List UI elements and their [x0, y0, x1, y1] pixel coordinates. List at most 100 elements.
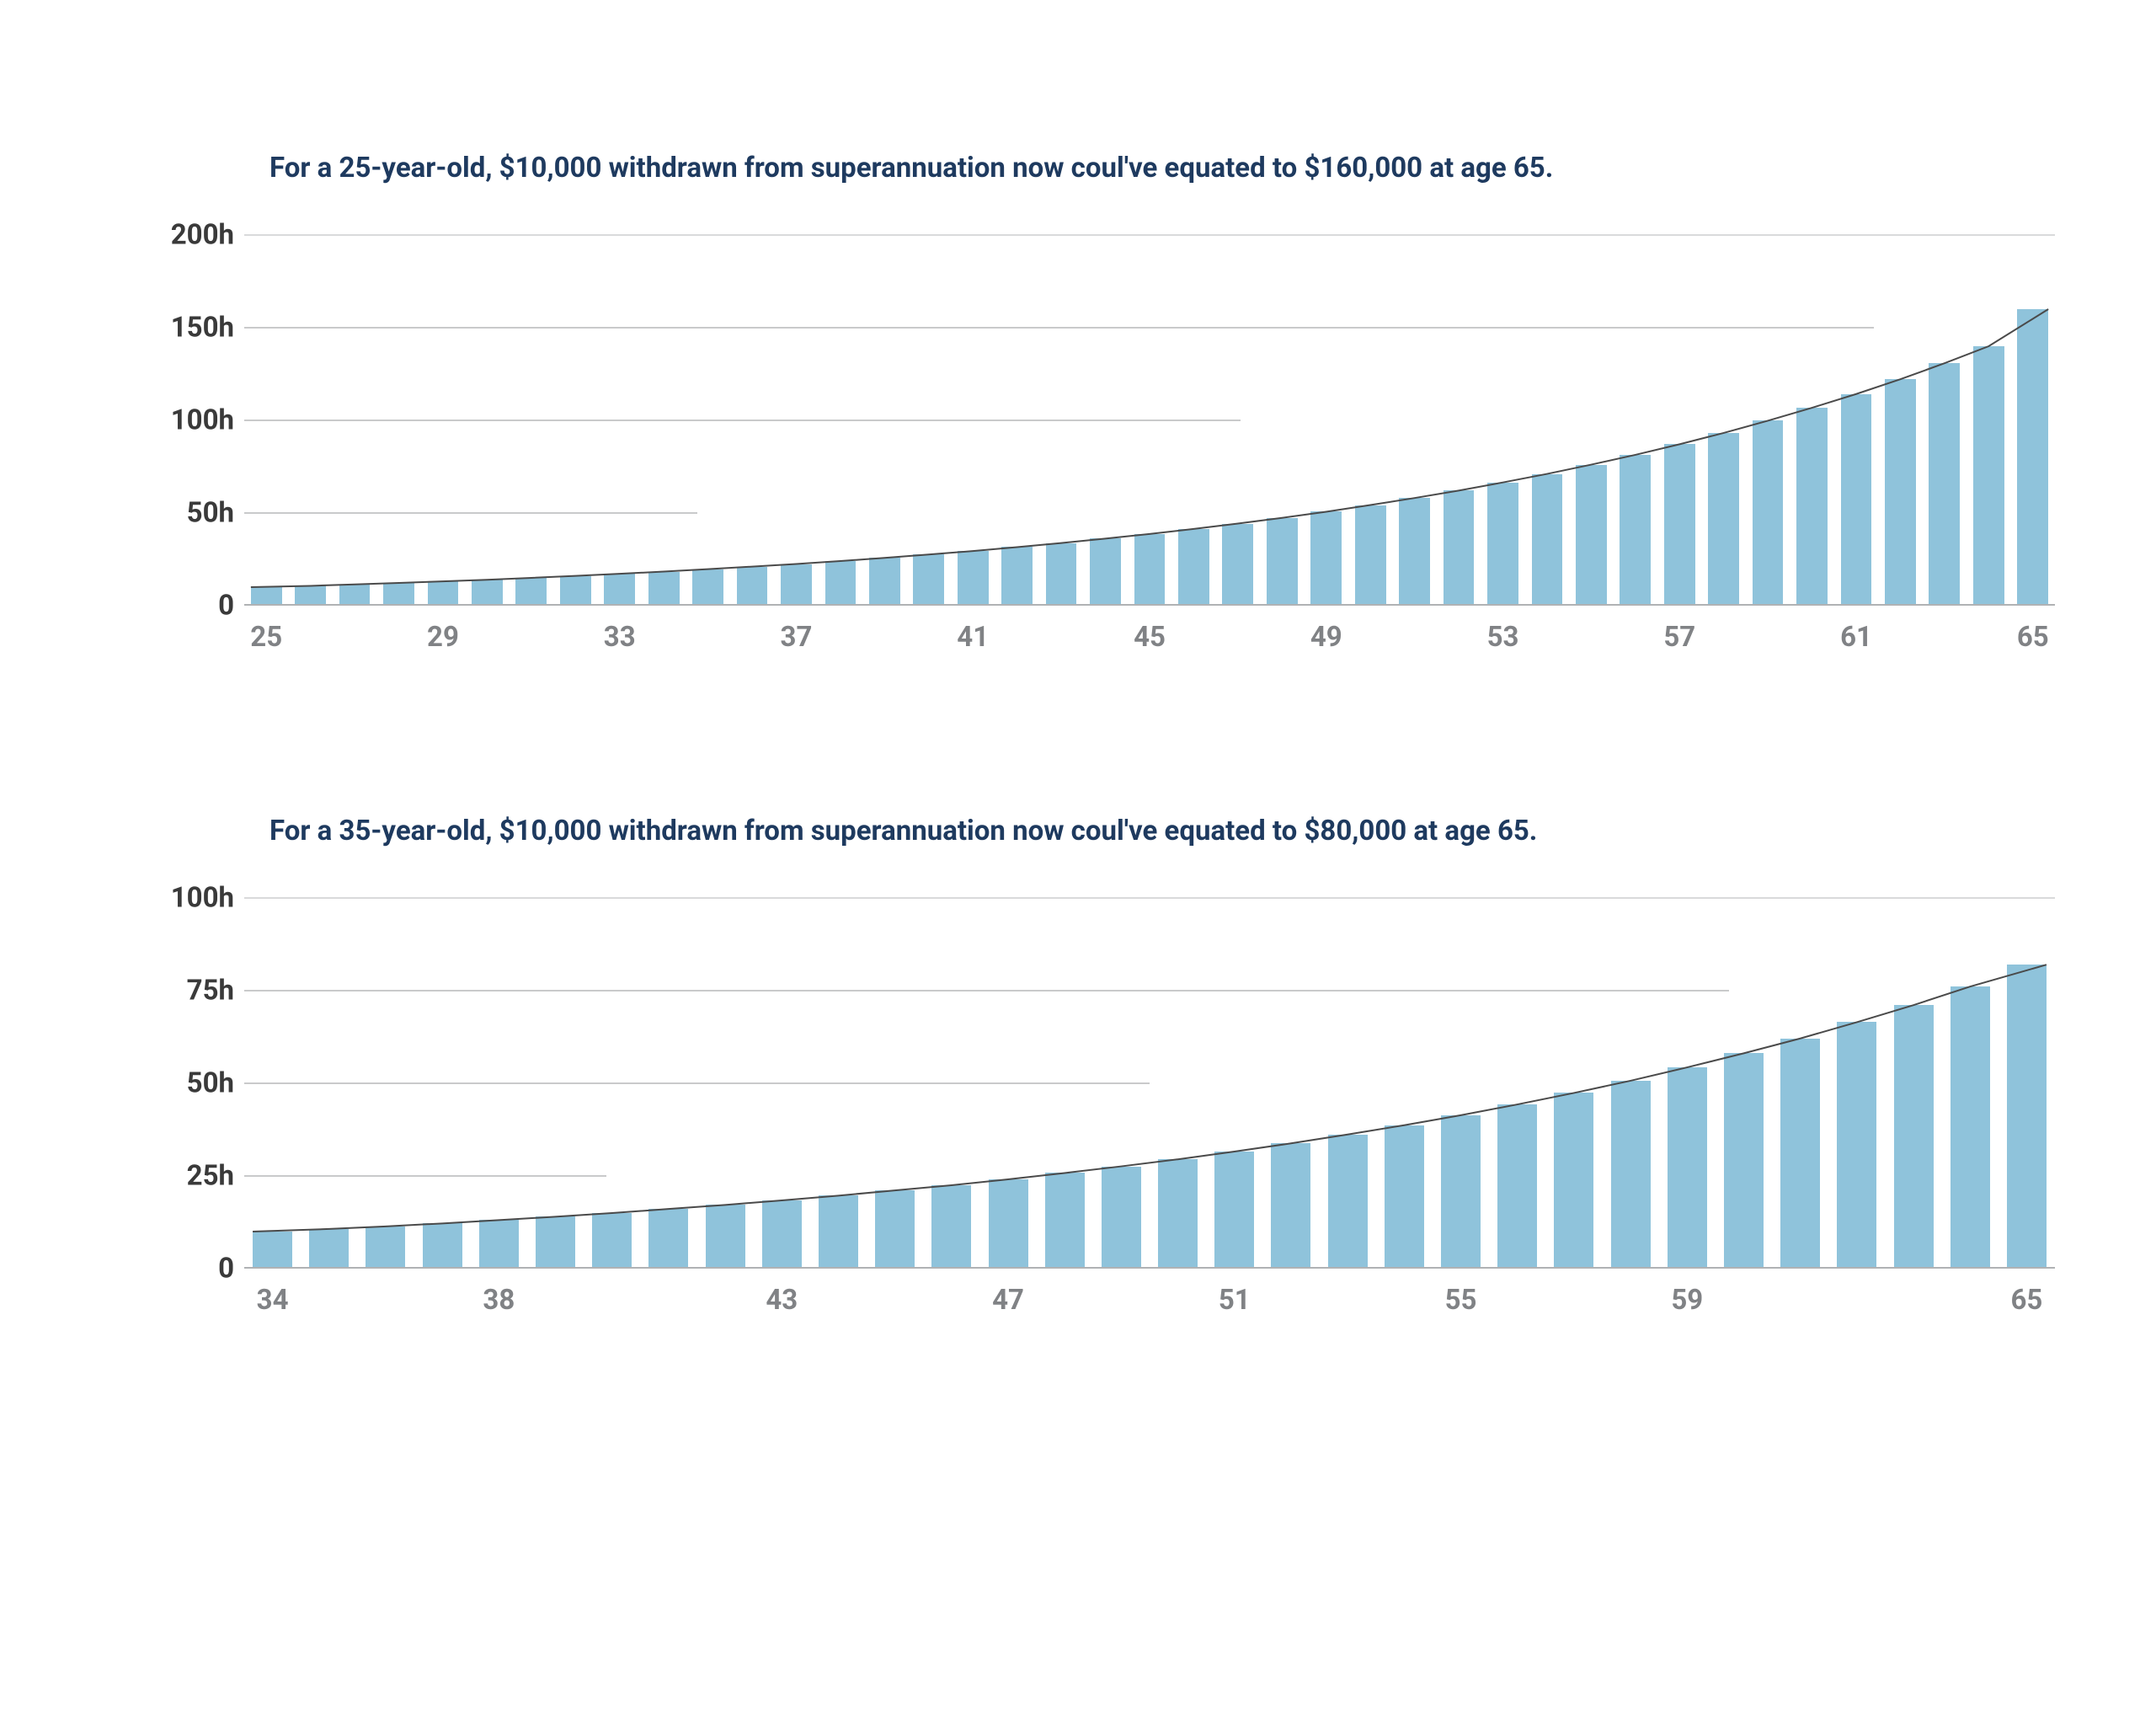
bar — [706, 1205, 745, 1269]
bar — [1328, 1135, 1368, 1269]
bar — [1102, 1167, 1141, 1269]
x-tick-label: 33 — [604, 621, 636, 654]
bar — [1355, 505, 1386, 606]
x-tick-label: 34 — [257, 1284, 289, 1317]
bar — [958, 551, 989, 606]
bar-slot — [1305, 235, 1348, 606]
y-tick-label: 25h — [187, 1160, 234, 1193]
bar — [536, 1216, 575, 1269]
x-tick-label: 53 — [1487, 621, 1519, 654]
bar — [781, 564, 812, 607]
x-tick-label: 65 — [2017, 621, 2049, 654]
y-tick-label: 50h — [187, 497, 234, 530]
bar — [692, 569, 723, 606]
bar-slot — [510, 235, 553, 606]
chart-title: For a 35-year-old, $10,000 withdrawn fro… — [270, 815, 2055, 847]
bar-slot — [1206, 898, 1262, 1269]
x-axis: 2529333741454953576165 — [101, 621, 2055, 663]
bar-slot — [951, 235, 995, 606]
bar-slot — [598, 235, 642, 606]
bar — [1399, 498, 1430, 606]
bar-slot — [819, 235, 862, 606]
bar — [1780, 1039, 1820, 1269]
bar-slot — [1437, 235, 1481, 606]
bar — [1214, 1152, 1254, 1269]
x-tick-label: 38 — [483, 1284, 515, 1317]
bar-slot — [465, 235, 509, 606]
bar — [1753, 420, 1784, 606]
x-tick-label: 65 — [2010, 1284, 2042, 1317]
bar-slot — [1885, 898, 1941, 1269]
bar-slot — [1216, 235, 1260, 606]
bar — [1090, 538, 1121, 606]
bar-slot — [421, 235, 465, 606]
bar — [479, 1220, 519, 1269]
bar-slot — [1171, 235, 1215, 606]
bar-slot — [1657, 235, 1701, 606]
bar — [1708, 433, 1739, 606]
bar-slot — [686, 235, 729, 606]
bar-slot — [1093, 898, 1150, 1269]
bar — [309, 1229, 349, 1269]
bar-slot — [907, 235, 951, 606]
x-tick-label: 49 — [1310, 621, 1342, 654]
bar-slot — [1569, 235, 1613, 606]
bar-slot — [1942, 898, 1999, 1269]
y-tick-label: 150h — [171, 312, 234, 345]
bar — [423, 1223, 462, 1269]
bar — [1385, 1125, 1424, 1269]
bar — [1497, 1104, 1537, 1269]
bar-slot — [1701, 235, 1745, 606]
bar-slot — [1525, 235, 1569, 606]
bar-slot — [1083, 235, 1127, 606]
bar-slot — [1392, 235, 1436, 606]
bar-slot — [288, 235, 332, 606]
bar-slot — [774, 235, 818, 606]
bar — [472, 580, 503, 606]
y-tick-label: 100h — [171, 404, 234, 437]
bar — [1310, 511, 1342, 606]
y-axis: 025h50h75h100h — [101, 898, 244, 1269]
bar — [1837, 1022, 1876, 1269]
x-axis: 3438434751555965 — [101, 1284, 2055, 1326]
bar — [604, 574, 635, 606]
bar — [1576, 465, 1607, 606]
bar — [819, 1195, 858, 1269]
x-tick-label: 43 — [766, 1284, 798, 1317]
bar-slot — [810, 898, 867, 1269]
bar — [1951, 986, 1990, 1269]
bar — [1158, 1159, 1198, 1269]
bar-slot — [1923, 235, 1967, 606]
page: For a 25-year-old, $10,000 withdrawn fro… — [0, 0, 2156, 1721]
bar-slot — [1039, 235, 1083, 606]
bar-slot — [1614, 235, 1657, 606]
bar-slot — [584, 898, 640, 1269]
bar — [1046, 543, 1077, 606]
x-tick-label: 59 — [1671, 1284, 1703, 1317]
bar-slot — [553, 235, 597, 606]
y-tick-label: 0 — [218, 590, 234, 623]
bar-slot — [995, 235, 1038, 606]
bar — [515, 578, 547, 606]
bar-slot — [244, 898, 301, 1269]
y-tick-label: 0 — [218, 1253, 234, 1285]
x-tick-label: 57 — [1663, 621, 1695, 654]
bar — [1267, 518, 1298, 606]
bar-slot — [1603, 898, 1659, 1269]
x-tick-label: 29 — [427, 621, 459, 654]
x-tick-label: 55 — [1445, 1284, 1477, 1317]
x-tick-label: 45 — [1134, 621, 1166, 654]
bar — [1668, 1067, 1707, 1269]
bar-slot — [333, 235, 376, 606]
bar — [648, 1209, 688, 1269]
bar-slot — [1037, 898, 1093, 1269]
chart-35yo: For a 35-year-old, $10,000 withdrawn fro… — [101, 815, 2055, 1326]
bar-slot — [244, 235, 288, 606]
x-labels: 3438434751555965 — [244, 1284, 2055, 1326]
bar-slot — [1489, 898, 1545, 1269]
bar-slot — [1716, 898, 1772, 1269]
bar — [648, 572, 680, 606]
bar — [1841, 394, 1872, 606]
bar — [560, 576, 591, 606]
x-labels: 2529333741454953576165 — [244, 621, 2055, 663]
